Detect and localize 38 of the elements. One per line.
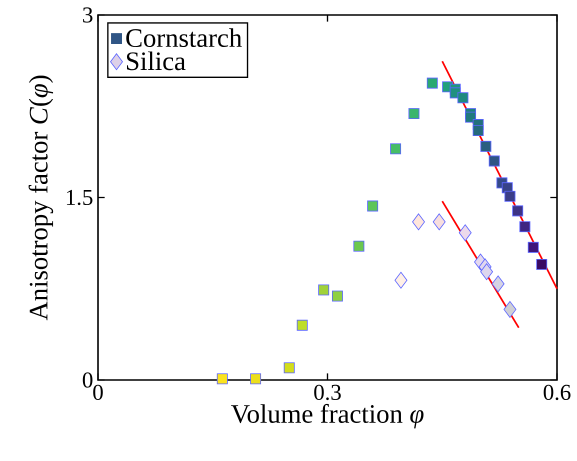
point bbox=[390, 143, 402, 154]
point bbox=[536, 258, 548, 270]
point bbox=[458, 224, 472, 242]
point bbox=[394, 272, 408, 289]
point bbox=[472, 125, 484, 136]
point bbox=[504, 301, 516, 318]
legend-label: Silica bbox=[126, 51, 186, 70]
point bbox=[519, 221, 530, 232]
y-tick-label: 1.5 bbox=[66, 190, 92, 206]
point bbox=[318, 284, 330, 296]
point bbox=[284, 362, 295, 374]
point bbox=[216, 373, 228, 384]
point bbox=[512, 205, 524, 216]
x-tick-label: 0 bbox=[93, 384, 103, 400]
x-axis-title: Volume fraction φ bbox=[231, 404, 424, 428]
point bbox=[367, 200, 378, 212]
point bbox=[296, 320, 308, 331]
point bbox=[465, 112, 476, 123]
point bbox=[432, 213, 446, 230]
point bbox=[528, 242, 539, 253]
point bbox=[457, 92, 468, 104]
x-tick-label: 0.6 bbox=[544, 384, 570, 400]
y-tick-label: 3 bbox=[83, 7, 92, 23]
legend-label: Cornstarch bbox=[126, 28, 242, 48]
point bbox=[332, 290, 343, 302]
point bbox=[480, 263, 494, 280]
point bbox=[250, 373, 262, 384]
point bbox=[480, 140, 492, 152]
point bbox=[492, 275, 504, 292]
point bbox=[426, 78, 438, 89]
x-tick-label: 0.3 bbox=[314, 384, 341, 400]
point bbox=[412, 213, 425, 230]
y-tick-label: 0 bbox=[82, 372, 92, 388]
point bbox=[504, 190, 516, 202]
y-axis-title: Anisotropy factor C(φ) bbox=[28, 76, 54, 320]
point bbox=[408, 108, 420, 120]
point bbox=[353, 240, 364, 252]
point bbox=[488, 156, 500, 166]
